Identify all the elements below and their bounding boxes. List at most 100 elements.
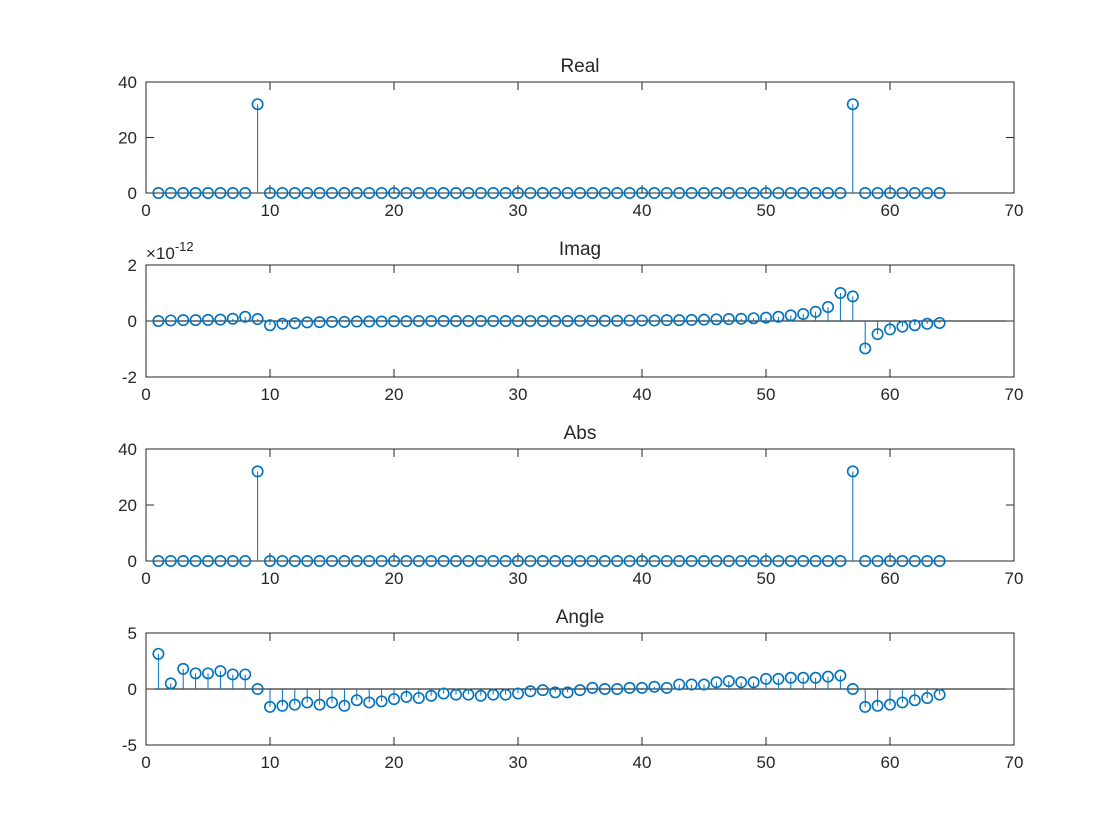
stem-marker <box>276 187 289 200</box>
stem-marker <box>908 694 921 707</box>
stem-marker <box>313 316 326 329</box>
stem-marker <box>859 187 872 200</box>
stem-marker <box>474 314 487 327</box>
stem-marker <box>202 667 215 680</box>
stem-marker <box>598 554 611 567</box>
stem-marker <box>152 187 165 200</box>
stem-marker <box>499 688 512 701</box>
stem-marker <box>735 312 748 325</box>
stem-marker <box>400 187 413 200</box>
stem-marker <box>735 676 748 689</box>
stem-marker <box>487 554 500 567</box>
stem-marker <box>896 320 909 333</box>
stem-marker <box>772 672 785 685</box>
subplot-title: Real <box>560 56 599 77</box>
stem-marker <box>896 554 909 567</box>
stem-marker <box>412 187 425 200</box>
x-tick-label: 20 <box>385 385 404 404</box>
stem-marker <box>648 314 661 327</box>
stem-marker <box>673 554 686 567</box>
stem-marker <box>797 187 810 200</box>
stem-marker <box>499 187 512 200</box>
stem-marker <box>747 312 760 325</box>
stem-marker <box>859 342 872 355</box>
stem-marker <box>239 187 252 200</box>
stem-marker <box>685 313 698 326</box>
stem-marker <box>474 187 487 200</box>
x-tick-label: 0 <box>141 569 150 588</box>
stem-marker <box>883 323 896 336</box>
stem-marker <box>536 684 549 697</box>
stem-marker <box>573 187 586 200</box>
stem-marker <box>710 554 723 567</box>
stem-marker <box>536 187 549 200</box>
stem-marker <box>573 684 586 697</box>
stem-marker <box>363 554 376 567</box>
y-tick-label: 2 <box>128 256 137 275</box>
stem-marker <box>474 554 487 567</box>
stem-marker <box>673 187 686 200</box>
stem-marker <box>772 310 785 323</box>
stem-marker <box>871 187 884 200</box>
stem-marker <box>896 187 909 200</box>
stem-marker <box>152 554 165 567</box>
x-tick-label: 70 <box>1005 385 1024 404</box>
stem-marker <box>660 681 673 694</box>
stem-marker <box>623 187 636 200</box>
stem-marker <box>797 671 810 684</box>
stem-marker <box>797 307 810 320</box>
subplot-title: Abs <box>564 423 597 444</box>
x-tick-label: 20 <box>385 201 404 220</box>
stem-marker <box>549 554 562 567</box>
stem-marker <box>375 695 388 708</box>
stem-marker <box>425 187 438 200</box>
stem-marker <box>288 698 301 711</box>
stem-marker <box>338 699 351 712</box>
stem-marker <box>202 313 215 326</box>
x-tick-label: 30 <box>509 753 528 772</box>
stem-marker <box>648 680 661 693</box>
y-tick-label: 20 <box>118 129 137 148</box>
stem-marker <box>759 672 772 685</box>
stem-marker <box>177 662 190 675</box>
stem-marker <box>251 313 264 326</box>
stem-marker <box>263 187 276 200</box>
stem-marker <box>685 187 698 200</box>
stem-marker <box>759 311 772 324</box>
stem-marker <box>350 554 363 567</box>
stem-marker <box>387 693 400 706</box>
stem-marker <box>214 187 227 200</box>
stem-marker <box>239 310 252 323</box>
stem-marker <box>834 669 847 682</box>
stem-marker <box>635 314 648 327</box>
stem-marker <box>710 676 723 689</box>
stem-marker <box>834 187 847 200</box>
stem-marker <box>809 671 822 684</box>
stem-marker <box>871 554 884 567</box>
stem-marker <box>425 554 438 567</box>
stem-marker <box>437 187 450 200</box>
stem-marker <box>586 314 599 327</box>
stem-marker <box>561 686 574 699</box>
stem-marker <box>239 554 252 567</box>
stem-marker <box>425 689 438 702</box>
stem-marker <box>685 554 698 567</box>
stem-marker <box>462 554 475 567</box>
stem-marker <box>772 554 785 567</box>
stem-marker <box>387 187 400 200</box>
y-tick-label: -5 <box>122 736 137 755</box>
stem-marker <box>846 465 859 478</box>
stem-marker <box>611 554 624 567</box>
x-tick-label: 40 <box>633 201 652 220</box>
stem-marker <box>462 187 475 200</box>
stem-marker <box>697 554 710 567</box>
stem-marker <box>821 670 834 683</box>
stem-marker <box>846 290 859 303</box>
stem-marker <box>214 665 227 678</box>
stem-marker <box>797 554 810 567</box>
stem-marker <box>921 187 934 200</box>
stem-marker <box>511 554 524 567</box>
stem-marker <box>784 671 797 684</box>
stem-marker <box>933 316 946 329</box>
